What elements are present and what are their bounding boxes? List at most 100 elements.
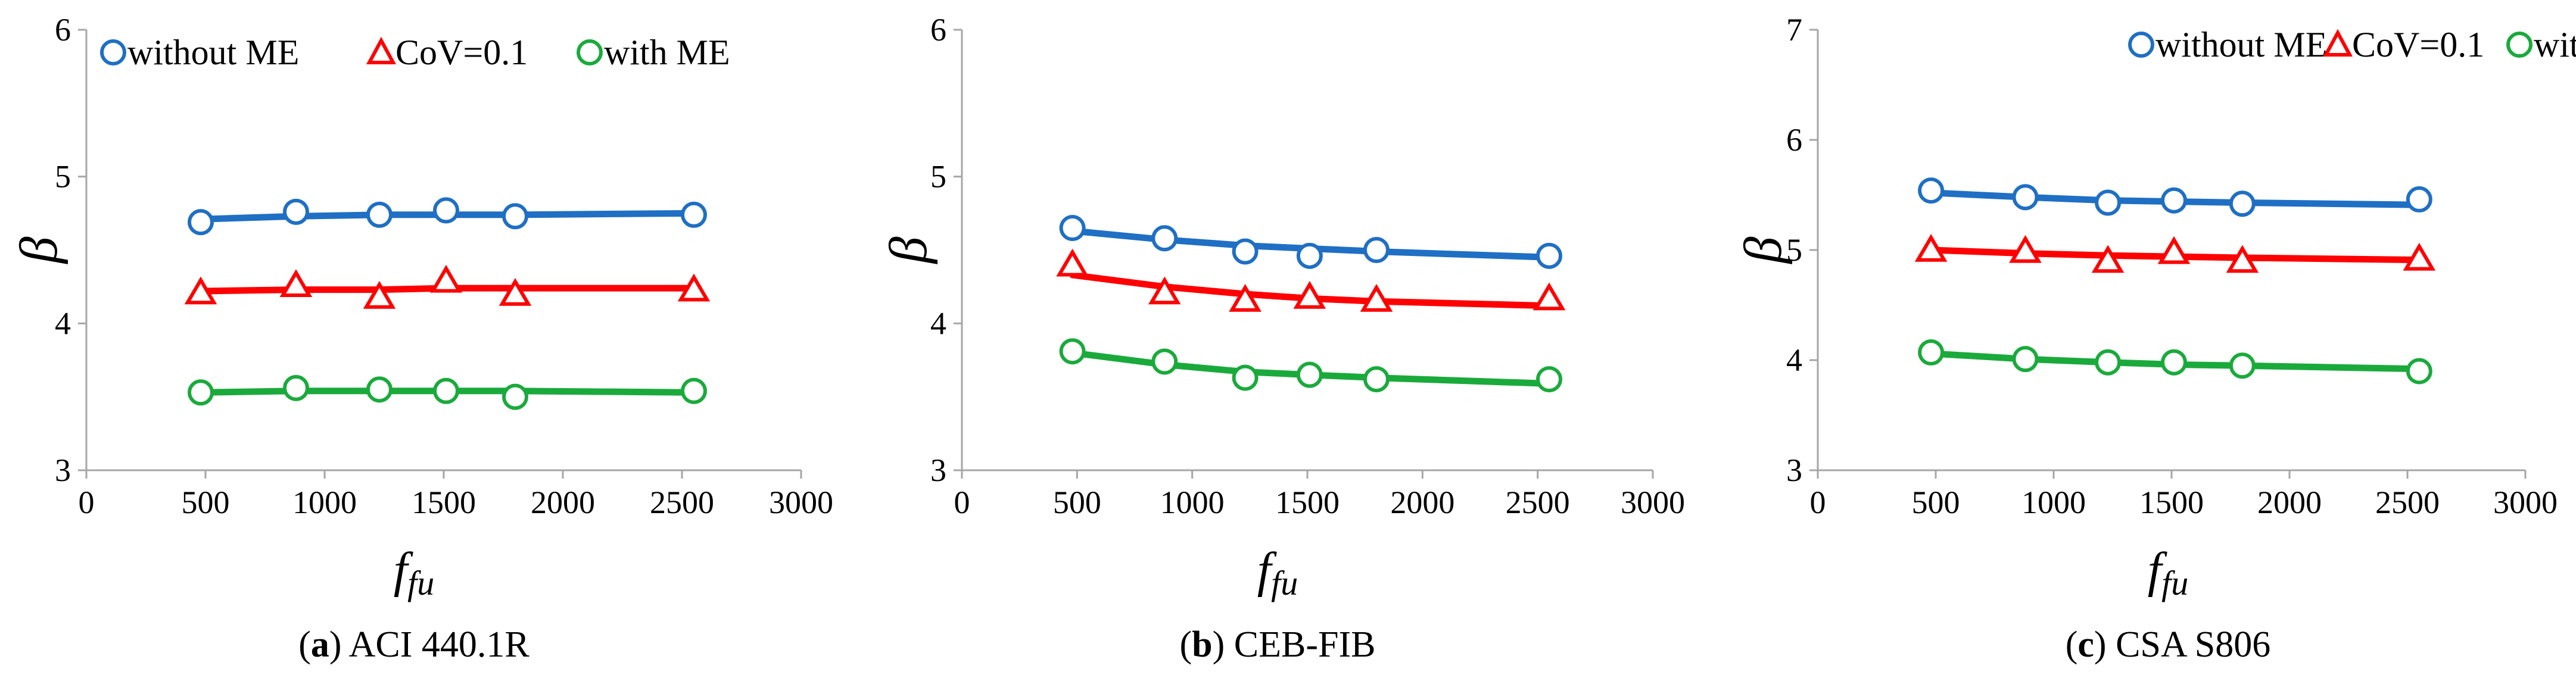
data-point-circle: [2229, 352, 2256, 379]
data-point-circle: [1363, 237, 1390, 263]
y-tick-label: 4: [55, 305, 71, 341]
trend-line-circle-2: [1927, 350, 2423, 373]
data-point-triangle: [279, 269, 313, 297]
x-tick-label: 1000: [292, 485, 357, 520]
y-tick-label: 3: [930, 452, 946, 488]
x-tick-label: 3000: [1621, 485, 1685, 520]
x-tick-label: 500: [1053, 485, 1101, 520]
data-point-triangle: [429, 264, 463, 293]
data-point-circle: [1918, 339, 1945, 366]
chart-panel-a: 3 4 5 6 0 500 1000 1500 2000 2500 3000 β ffu without …: [10, 12, 833, 665]
x-tick-label: 2500: [650, 485, 714, 520]
caption-title: ACI 440.1R: [349, 624, 530, 665]
data-point-circle: [2406, 358, 2432, 385]
chart-panel-b: 3 4 5 6 0 500 1000 1500 2000 2500 3000 β ffu (b) CEB-…: [879, 12, 1685, 665]
data-point-circle: [2406, 186, 2432, 213]
trend-line-circle-0: [197, 210, 697, 223]
trend-line-triangle-1: [1069, 271, 1553, 310]
data-point-triangle: [1229, 283, 1261, 312]
y-axis-label: β: [879, 236, 938, 264]
caption-close-paren: ): [1213, 624, 1234, 665]
y-tick-label: 5: [1786, 232, 1802, 268]
legend: without ME CoV=0.1 with ME: [2128, 25, 2576, 64]
legend: without ME CoV=0.1 with ME: [100, 33, 730, 72]
trend-line-circle-0: [1927, 189, 2423, 208]
data-point-circle: [1151, 225, 1178, 252]
x-axis-label: ffu: [394, 542, 434, 602]
data-point-circle: [366, 376, 393, 403]
data-point-circle: [1151, 348, 1178, 375]
y-tick-label: 5: [930, 159, 946, 195]
data-point-circle: [681, 201, 707, 228]
caption-close-paren: ): [329, 624, 349, 665]
legend-label: CoV=0.1: [395, 33, 528, 72]
caption-letter: a: [311, 624, 329, 665]
x-tick-label: 0: [954, 485, 970, 520]
data-point-triangle: [1360, 283, 1393, 312]
data-point-triangle: [677, 273, 711, 302]
data-point-circle: [681, 377, 707, 404]
x-tick-label: 1000: [1160, 485, 1225, 520]
y-tick-label: 3: [55, 452, 71, 488]
x-axis-label-subscript: fu: [1271, 564, 1298, 602]
x-axis-label: ffu: [1257, 542, 1298, 602]
legend-label: without ME: [2156, 25, 2327, 64]
caption-title: CEB-FIB: [1234, 624, 1376, 665]
data-point-circle: [433, 377, 459, 404]
legend-marker-triangle: [366, 36, 397, 64]
data-point-triangle: [2091, 245, 2125, 273]
caption-close-paren: ): [2094, 624, 2116, 665]
legend-label: with ME: [604, 33, 730, 72]
data-point-circle: [2095, 189, 2122, 216]
data-point-triangle: [499, 278, 532, 306]
legend-label: with ME: [2534, 25, 2576, 64]
data-point-circle: [2160, 349, 2187, 376]
data-point-circle: [2012, 346, 2039, 373]
trend-line-circle-0: [1069, 227, 1553, 261]
x-axis-label: ffu: [2148, 542, 2188, 602]
x-tick-label: 2500: [2375, 485, 2440, 520]
y-tick-label: 3: [1786, 452, 1802, 488]
x-tick-label: 1500: [2139, 485, 2204, 520]
y-tick-label: 7: [1786, 12, 1802, 48]
caption-open-paren: (: [1179, 624, 1192, 665]
x-tick-label: 1500: [412, 485, 476, 520]
x-tick-label: 1500: [1275, 485, 1340, 520]
x-tick-label: 3000: [769, 485, 833, 520]
data-point-triangle: [2226, 245, 2259, 273]
trend-line-triangle-1: [1927, 246, 2423, 264]
data-point-circle: [283, 198, 309, 225]
x-tick-label: 2000: [531, 485, 595, 520]
caption: (c) CSA S806: [2066, 624, 2271, 665]
caption-title: CSA S806: [2116, 624, 2270, 665]
data-point-circle: [1059, 338, 1086, 365]
trend-line-triangle-1: [197, 285, 697, 295]
data-point-circle: [502, 203, 528, 230]
data-point-circle: [1536, 366, 1562, 393]
x-tick-label: 0: [1810, 485, 1826, 520]
x-axis-label-subscript: fu: [2161, 564, 2188, 602]
x-tick-label: 3000: [2493, 485, 2558, 520]
data-point-circle: [283, 374, 309, 401]
caption-open-paren: (: [298, 624, 311, 665]
y-tick-label: 4: [930, 305, 946, 341]
data-point-circle: [188, 379, 214, 406]
data-point-circle: [1232, 364, 1259, 391]
y-tick-label: 5: [55, 159, 71, 195]
legend-marker-circle: [2506, 32, 2533, 58]
data-point-triangle: [1914, 234, 1948, 262]
data-point-triangle: [184, 276, 217, 305]
data-point-triangle: [1532, 282, 1566, 311]
data-point-triangle: [363, 280, 396, 309]
data-point-circle: [1296, 361, 1323, 388]
caption-letter: c: [2077, 624, 2094, 665]
data-point-circle: [2160, 187, 2187, 214]
data-point-triangle: [2403, 242, 2436, 271]
data-point-circle: [2095, 349, 2122, 376]
data-point-circle: [502, 383, 528, 410]
data-point-circle: [1232, 238, 1259, 265]
x-tick-label: 1000: [2021, 485, 2086, 520]
x-tick-label: 2000: [1390, 485, 1454, 520]
data-point-circle: [1363, 366, 1390, 393]
